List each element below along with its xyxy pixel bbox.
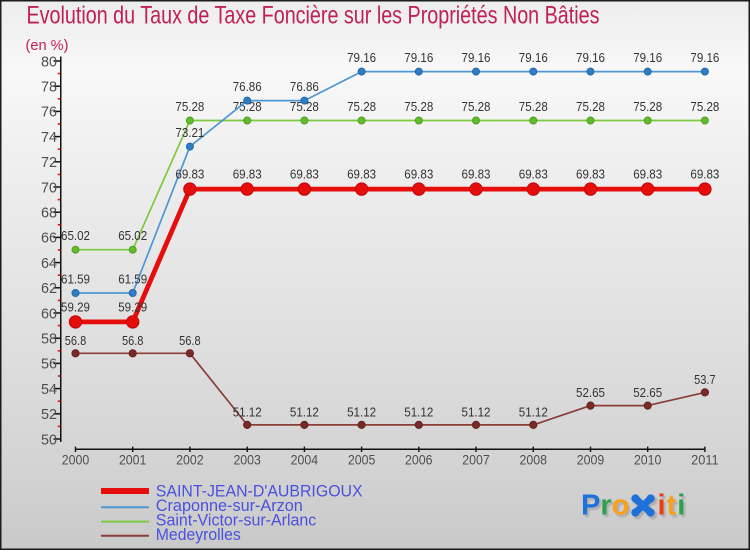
svg-text:69.83: 69.83 xyxy=(175,167,204,182)
svg-text:75.28: 75.28 xyxy=(404,99,433,114)
svg-text:56: 56 xyxy=(41,356,57,373)
svg-text:65.02: 65.02 xyxy=(61,228,90,243)
svg-text:56.8: 56.8 xyxy=(179,333,201,348)
svg-text:SAINT-JEAN-D'AUBRIGOUX: SAINT-JEAN-D'AUBRIGOUX xyxy=(156,483,363,501)
svg-text:53.7: 53.7 xyxy=(694,372,716,387)
svg-text:Pro: Pro xyxy=(581,490,629,522)
svg-text:2009: 2009 xyxy=(577,452,605,468)
svg-text:54: 54 xyxy=(41,381,57,398)
svg-text:51.12: 51.12 xyxy=(290,404,319,419)
svg-text:69.83: 69.83 xyxy=(462,167,491,182)
svg-text:2003: 2003 xyxy=(233,452,261,468)
svg-text:69.83: 69.83 xyxy=(233,167,262,182)
svg-text:iti: iti xyxy=(658,490,687,522)
svg-text:68: 68 xyxy=(41,205,57,222)
svg-text:69.83: 69.83 xyxy=(347,167,376,182)
svg-text:69.83: 69.83 xyxy=(290,167,319,182)
svg-text:2005: 2005 xyxy=(348,452,376,468)
svg-text:58: 58 xyxy=(41,331,57,348)
svg-text:78: 78 xyxy=(41,79,57,96)
svg-text:75.28: 75.28 xyxy=(633,99,662,114)
svg-text:60: 60 xyxy=(41,305,57,322)
svg-text:79.16: 79.16 xyxy=(462,50,491,65)
svg-text:75.28: 75.28 xyxy=(519,99,548,114)
svg-text:69.83: 69.83 xyxy=(404,167,433,182)
svg-text:70: 70 xyxy=(41,179,57,196)
svg-text:75.28: 75.28 xyxy=(233,99,262,114)
svg-text:51.12: 51.12 xyxy=(519,404,548,419)
svg-text:76.86: 76.86 xyxy=(233,79,262,94)
svg-text:73.21: 73.21 xyxy=(175,125,204,140)
svg-text:iti: iti xyxy=(660,492,689,524)
svg-text:75.28: 75.28 xyxy=(690,99,719,114)
svg-text:59.29: 59.29 xyxy=(61,299,90,314)
svg-text:76: 76 xyxy=(41,104,57,121)
svg-text:2010: 2010 xyxy=(634,452,662,468)
svg-text:75.28: 75.28 xyxy=(175,99,204,114)
svg-text:65.02: 65.02 xyxy=(118,228,147,243)
svg-text:59.29: 59.29 xyxy=(118,299,147,314)
svg-text:79.16: 79.16 xyxy=(633,50,662,65)
svg-text:69.83: 69.83 xyxy=(576,167,605,182)
svg-text:79.16: 79.16 xyxy=(347,50,376,65)
svg-text:61.59: 61.59 xyxy=(61,272,90,287)
svg-text:Craponne-sur-Arzon: Craponne-sur-Arzon xyxy=(156,497,303,515)
svg-text:2000: 2000 xyxy=(62,452,90,468)
svg-text:(en %): (en %) xyxy=(26,37,69,54)
svg-text:52.65: 52.65 xyxy=(576,385,605,400)
svg-text:61.59: 61.59 xyxy=(118,272,147,287)
svg-text:2006: 2006 xyxy=(405,452,433,468)
svg-text:51.12: 51.12 xyxy=(233,404,262,419)
svg-text:75.28: 75.28 xyxy=(347,99,376,114)
svg-text:75.28: 75.28 xyxy=(576,99,605,114)
svg-text:2007: 2007 xyxy=(462,452,490,468)
svg-text:Pro: Pro xyxy=(583,492,631,524)
svg-text:80: 80 xyxy=(41,53,57,70)
svg-text:50: 50 xyxy=(41,431,57,448)
svg-text:2004: 2004 xyxy=(291,452,319,468)
svg-text:52: 52 xyxy=(41,406,57,423)
svg-text:76.86: 76.86 xyxy=(290,79,319,94)
svg-text:72: 72 xyxy=(41,154,57,171)
svg-text:79.16: 79.16 xyxy=(690,50,719,65)
svg-text:69.83: 69.83 xyxy=(633,167,662,182)
svg-text:Evolution du Taux de Taxe Fonc: Evolution du Taux de Taxe Foncière sur l… xyxy=(27,2,600,30)
svg-text:2001: 2001 xyxy=(119,452,147,468)
svg-text:56.8: 56.8 xyxy=(65,333,87,348)
svg-text:2008: 2008 xyxy=(520,452,548,468)
svg-text:51.12: 51.12 xyxy=(347,404,376,419)
svg-text:56.8: 56.8 xyxy=(122,333,144,348)
svg-text:64: 64 xyxy=(41,255,57,272)
svg-text:79.16: 79.16 xyxy=(519,50,548,65)
svg-text:Medeyrolles: Medeyrolles xyxy=(156,526,241,544)
svg-text:51.12: 51.12 xyxy=(404,404,433,419)
svg-text:75.28: 75.28 xyxy=(290,99,319,114)
svg-text:75.28: 75.28 xyxy=(462,99,491,114)
svg-text:66: 66 xyxy=(41,230,57,247)
svg-text:74: 74 xyxy=(41,129,57,146)
svg-text:2002: 2002 xyxy=(176,452,204,468)
svg-text:2011: 2011 xyxy=(691,452,719,468)
svg-text:Saint-Victor-sur-Arlanc: Saint-Victor-sur-Arlanc xyxy=(156,512,316,530)
svg-text:79.16: 79.16 xyxy=(404,50,433,65)
svg-text:69.83: 69.83 xyxy=(519,167,548,182)
svg-text:62: 62 xyxy=(41,280,57,297)
svg-text:51.12: 51.12 xyxy=(462,404,491,419)
svg-text:52.65: 52.65 xyxy=(633,385,662,400)
svg-text:79.16: 79.16 xyxy=(576,50,605,65)
svg-text:69.83: 69.83 xyxy=(690,167,719,182)
